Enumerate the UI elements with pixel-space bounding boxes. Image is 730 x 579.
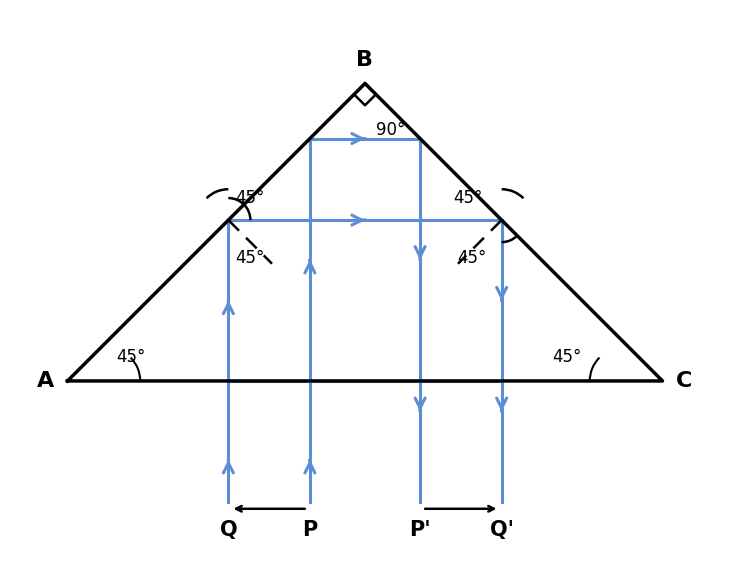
Text: 45°: 45°	[235, 249, 264, 267]
Text: Q': Q'	[490, 520, 514, 540]
Text: 45°: 45°	[235, 189, 264, 207]
Text: B: B	[356, 50, 374, 70]
Text: Q: Q	[220, 520, 237, 540]
Text: 45°: 45°	[458, 249, 487, 267]
Text: 45°: 45°	[116, 347, 145, 365]
Text: 45°: 45°	[453, 189, 483, 207]
Text: C: C	[676, 371, 692, 391]
Text: A: A	[37, 371, 54, 391]
Text: P': P'	[410, 520, 431, 540]
Text: 45°: 45°	[553, 347, 582, 365]
Text: P: P	[302, 520, 318, 540]
Text: 90°: 90°	[376, 121, 405, 139]
